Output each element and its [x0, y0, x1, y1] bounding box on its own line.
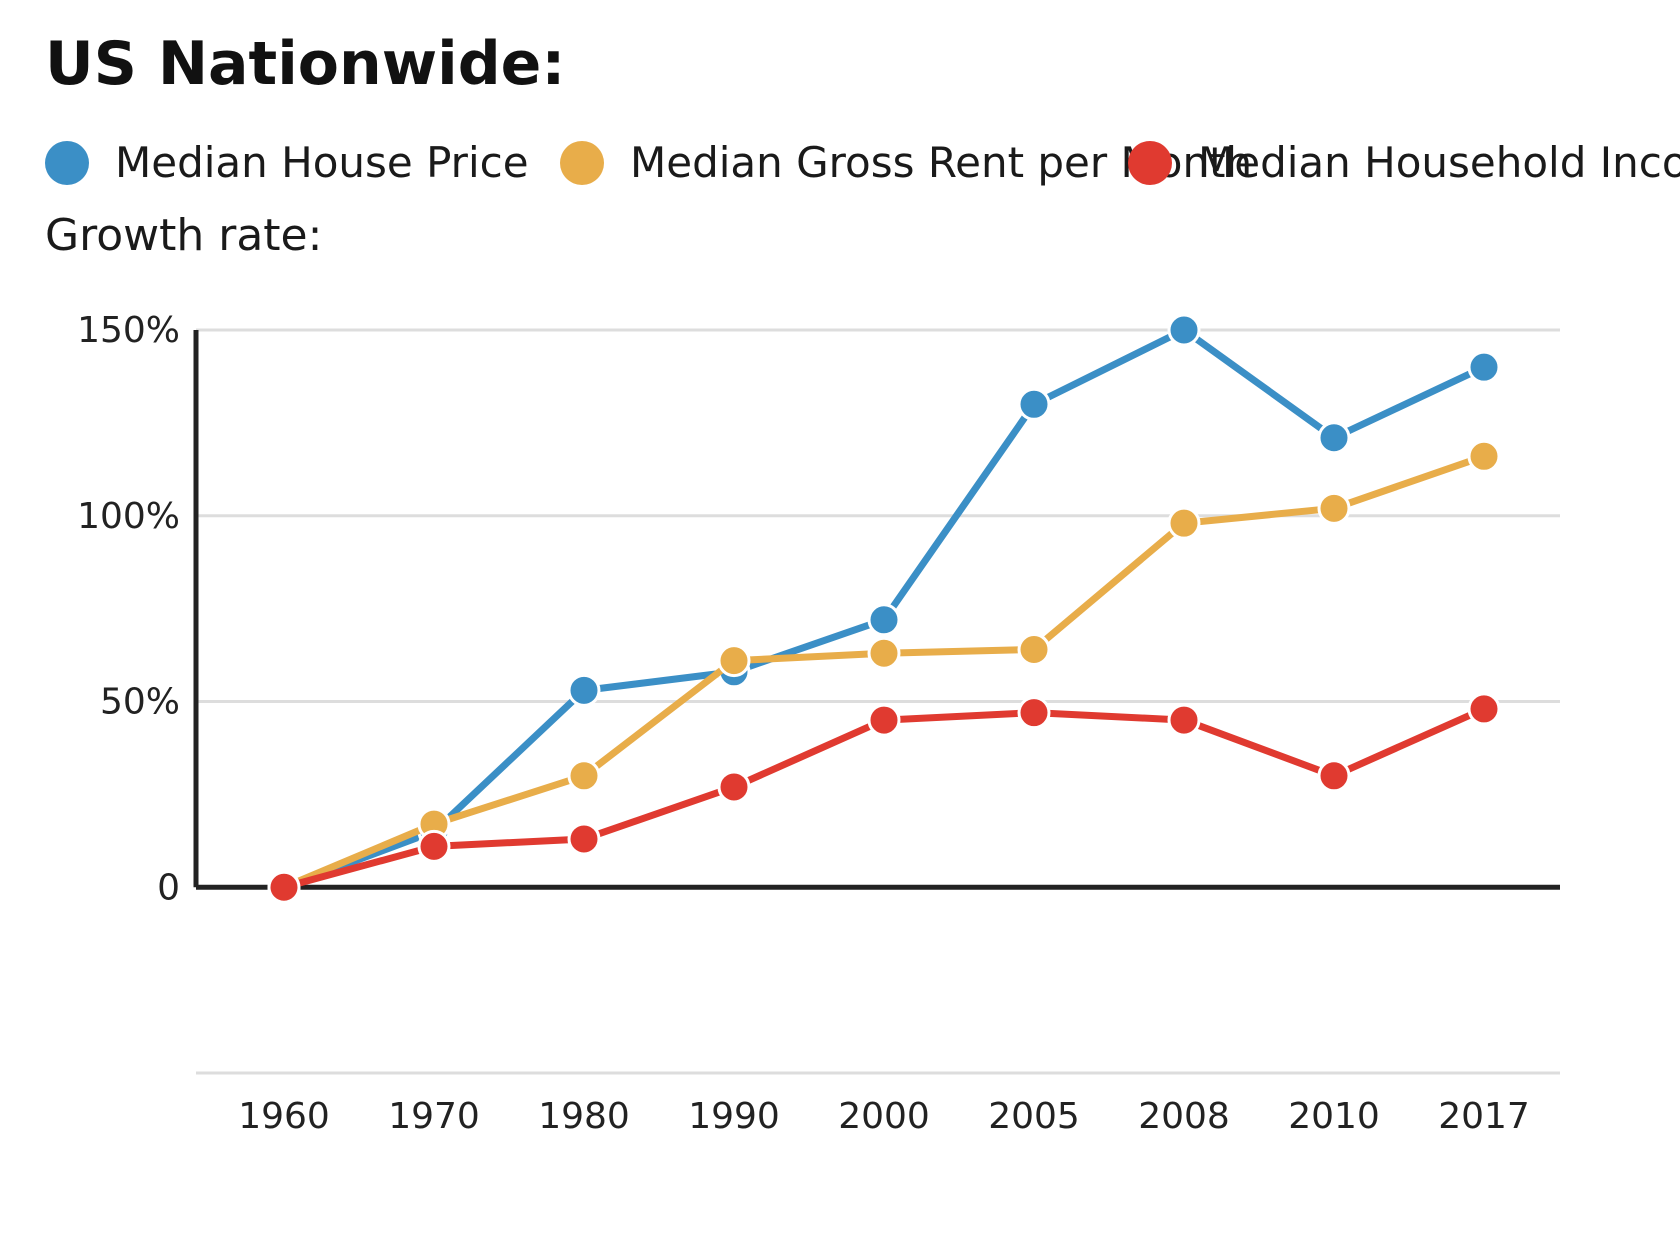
- x-tick-label-2000: 2000: [838, 1096, 930, 1137]
- series-median-household-income: [267, 692, 1501, 904]
- y-axis-ticks: 0 50% 100% 150%: [77, 310, 180, 908]
- data-point-median-household-income-1970: [417, 829, 451, 863]
- data-point-median-household-income-2000: [867, 703, 901, 737]
- x-tick-label-2008: 2008: [1138, 1096, 1230, 1137]
- chart-title: US Nationwide:: [45, 29, 566, 99]
- data-point-median-gross-rent-per-month-2010: [1317, 491, 1351, 525]
- data-point-median-house-price-2000: [867, 603, 901, 637]
- y-tick-label-100: 100%: [77, 496, 180, 537]
- legend: Median House Price Median Gross Rent per…: [45, 135, 1680, 195]
- legend-marker-gross-rent: [560, 141, 604, 185]
- data-point-median-household-income-2008: [1167, 703, 1201, 737]
- data-point-median-gross-rent-per-month-2000: [867, 636, 901, 670]
- x-axis-ticks: 1960 1970 1980 1990 2000 2005 2008 2010 2017: [238, 1096, 1530, 1137]
- data-point-median-household-income-1980: [567, 822, 601, 856]
- axes: [193, 330, 1560, 890]
- chart-subtitle: Growth rate:: [45, 210, 323, 261]
- data-point-median-house-price-2017: [1467, 350, 1501, 384]
- series-median-gross-rent-per-month: [267, 439, 1501, 904]
- x-tick-label-1970: 1970: [388, 1096, 480, 1137]
- data-point-median-house-price-2008: [1167, 313, 1201, 347]
- x-tick-label-2010: 2010: [1288, 1096, 1380, 1137]
- x-tick-label-2017: 2017: [1438, 1096, 1530, 1137]
- y-tick-label-150: 150%: [77, 310, 180, 351]
- x-tick-label-1980: 1980: [538, 1096, 630, 1137]
- data-point-median-gross-rent-per-month-2008: [1167, 506, 1201, 540]
- series-line-median-gross-rent-per-month: [280, 452, 1488, 891]
- data-point-median-household-income-1990: [717, 770, 751, 804]
- x-tick-label-2005: 2005: [988, 1096, 1080, 1137]
- legend-label-house-price: Median House Price: [115, 138, 529, 187]
- data-point-median-gross-rent-per-month-1980: [567, 759, 601, 793]
- data-point-median-household-income-2017: [1467, 692, 1501, 726]
- data-point-median-gross-rent-per-month-2017: [1467, 439, 1501, 473]
- series: [267, 313, 1501, 904]
- legend-marker-household-income: [1128, 141, 1172, 185]
- data-point-median-gross-rent-per-month-1990: [717, 644, 751, 678]
- x-tick-label-1960: 1960: [238, 1096, 330, 1137]
- data-point-median-household-income-2010: [1317, 759, 1351, 793]
- legend-label-household-income: Median Household Income: [1198, 138, 1680, 187]
- y-tick-label-0: 0: [157, 867, 180, 908]
- x-tick-label-1990: 1990: [688, 1096, 780, 1137]
- data-point-median-house-price-1980: [567, 673, 601, 707]
- data-point-median-household-income-1960: [267, 870, 301, 904]
- data-point-median-house-price-2010: [1317, 421, 1351, 455]
- y-tick-label-50: 50%: [100, 682, 180, 723]
- legend-marker-house-price: [45, 141, 89, 185]
- data-point-median-house-price-2005: [1017, 387, 1051, 421]
- data-point-median-gross-rent-per-month-2005: [1017, 632, 1051, 666]
- gridlines: [196, 328, 1560, 1075]
- data-point-median-household-income-2005: [1017, 696, 1051, 730]
